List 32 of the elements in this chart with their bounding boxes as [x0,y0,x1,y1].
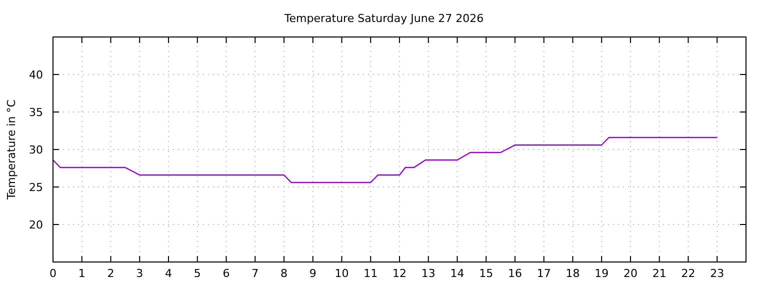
x-tick-label: 4 [165,267,172,280]
x-tick-label: 6 [222,267,230,280]
x-tick-label: 9 [309,267,316,280]
x-tick-label: 23 [710,267,724,280]
y-tick-label: 30 [29,144,43,156]
x-tick-label: 15 [479,267,494,280]
x-tick-label: 13 [421,267,436,280]
y-axis-title: Temperature in °C [5,99,18,200]
x-tick-label: 21 [652,267,666,280]
line-series [52,136,718,184]
x-tick-label: 14 [450,267,464,280]
x-tick-label: 1 [78,267,86,280]
x-tick-label: 3 [136,267,144,280]
y-tick-label: 40 [29,68,43,82]
y-tick-label: 25 [29,181,43,194]
x-tick-label: 19 [594,267,609,280]
x-tick-label: 10 [334,267,349,280]
x-tick-label: 22 [681,267,696,280]
x-tick-label: 20 [624,267,638,280]
x-tick-label: 16 [508,267,522,280]
x-tick-label: 18 [566,267,580,280]
x-tick-label: 5 [194,267,201,280]
chart-title: Temperature Saturday June 27 2026 [283,12,484,25]
x-tick-label: 17 [536,267,551,280]
x-tick-label: 11 [364,267,378,280]
y-tick-label: 35 [29,106,43,119]
x-tick-label: 2 [107,267,114,280]
x-tick-label: 7 [252,267,259,280]
x-tick-label: 12 [392,267,406,280]
x-tick-label: 8 [280,267,288,280]
x-tick-label: 0 [50,267,56,280]
y-tick-label: 20 [29,218,43,232]
